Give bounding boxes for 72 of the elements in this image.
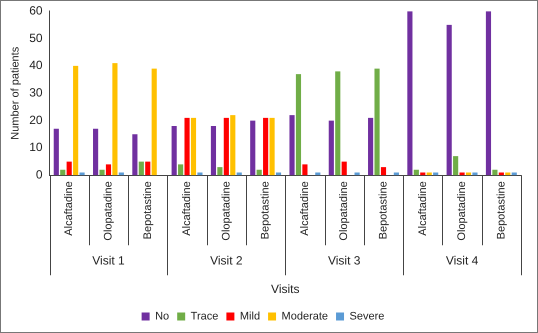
- bar: [132, 134, 138, 176]
- bar: [106, 164, 112, 176]
- bar: [256, 170, 262, 176]
- legend-label: Trace: [190, 310, 218, 323]
- x-tick-label: Bepotastine: [142, 181, 154, 240]
- y-tick-label: 10: [29, 140, 43, 154]
- bar: [407, 11, 412, 176]
- bar: [296, 74, 302, 176]
- bar: [210, 126, 216, 176]
- bar: [152, 68, 157, 176]
- x-tick-label: Alcaftadine: [63, 181, 76, 236]
- text: Visit 3: [328, 254, 361, 268]
- bar: [172, 126, 177, 176]
- x-tick-label: Bepotastine: [260, 181, 272, 240]
- x-tick-label: Alcaftadine: [181, 181, 194, 236]
- bar: [236, 172, 242, 176]
- bar: [269, 118, 275, 176]
- bar: [190, 118, 196, 176]
- x-axis-title: Visits: [271, 282, 300, 296]
- bar: [230, 115, 236, 176]
- bar: [93, 128, 98, 176]
- bar: [250, 120, 256, 176]
- bar: [328, 120, 334, 176]
- y-tick-label: 60: [29, 4, 43, 18]
- x-tick-label: Alcaftadine: [416, 181, 429, 236]
- bar: [426, 172, 432, 176]
- bar: [380, 167, 386, 176]
- legend-label: No: [155, 310, 170, 323]
- bar: [66, 162, 72, 176]
- bar: [178, 164, 184, 176]
- bar: [342, 162, 347, 176]
- bar: [60, 170, 66, 176]
- bar: [315, 172, 320, 176]
- x-tick-label: Bepotastine: [378, 181, 390, 240]
- bar: [505, 172, 510, 176]
- x-tick-label: Olopatadine: [102, 181, 115, 241]
- bar: [512, 172, 517, 176]
- bar: [335, 71, 340, 176]
- bar: [112, 63, 118, 176]
- y-tick-label: 0: [36, 168, 43, 182]
- text: Visit 2: [210, 254, 243, 268]
- x-tick-label: Olopatadine: [456, 181, 468, 241]
- bar: [302, 164, 308, 176]
- bar: [54, 128, 59, 176]
- text: Visit 4: [446, 254, 479, 268]
- bar: [289, 115, 295, 176]
- legend-label: Moderate: [282, 310, 328, 323]
- bar: [453, 156, 458, 176]
- x-tick-label: Olopatadine: [220, 181, 232, 241]
- bar: [217, 167, 222, 176]
- bar: [224, 118, 229, 176]
- bar: [368, 118, 374, 176]
- x-tick-label: Bepotastine: [495, 181, 508, 240]
- y-axis-title: Number of patients: [10, 46, 22, 140]
- bar: [138, 162, 144, 176]
- y-tick-label: 50: [29, 30, 43, 45]
- y-tick-label: 30: [29, 86, 43, 100]
- x-tick-label: Olopatadine: [338, 181, 350, 241]
- legend-label: Severe: [350, 310, 384, 323]
- text: Visit 1: [92, 254, 126, 268]
- bar: [145, 162, 150, 176]
- y-tick-label: 20: [29, 112, 43, 127]
- bar: [446, 24, 452, 176]
- y-tick-label: 40: [29, 58, 43, 72]
- legend-label: Mild: [240, 310, 260, 323]
- bar: [73, 66, 78, 176]
- bar: [184, 118, 190, 176]
- bar: [486, 11, 492, 176]
- bar: [263, 118, 268, 176]
- x-tick-label: Alcaftadine: [298, 181, 311, 236]
- bar: [420, 172, 426, 176]
- bar: [374, 68, 380, 176]
